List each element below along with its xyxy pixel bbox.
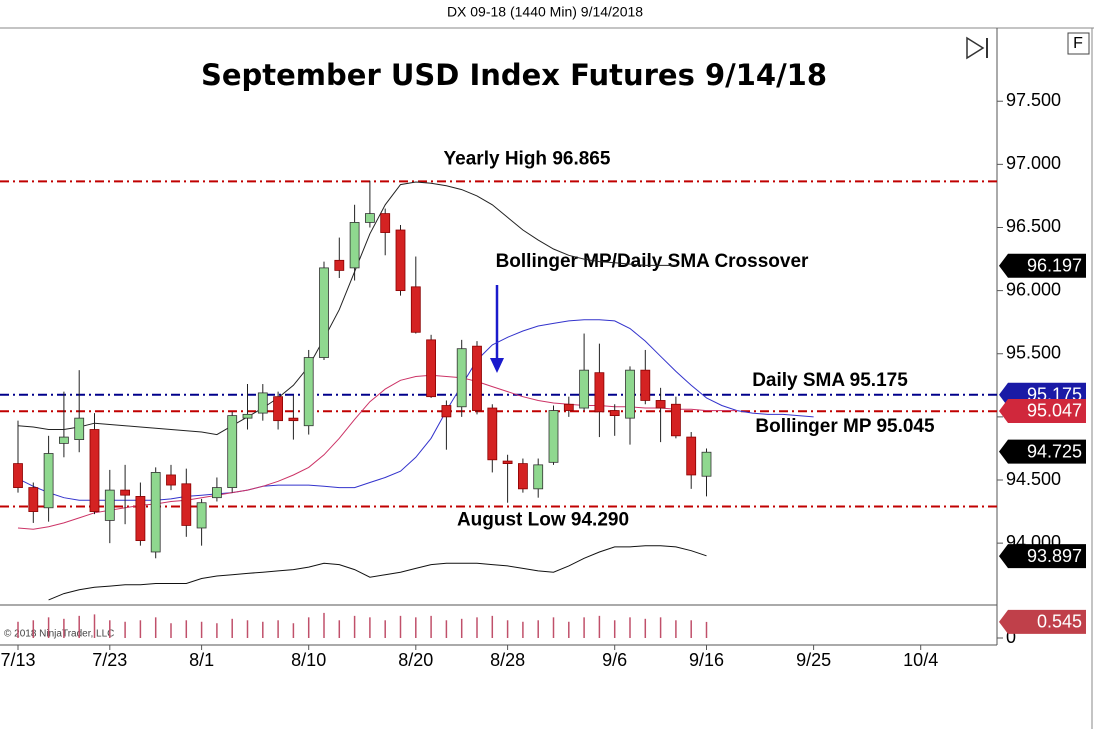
- candle-body: [655, 400, 666, 409]
- candle-body: [487, 407, 498, 461]
- candle-body: [426, 339, 437, 398]
- annotation-arrow: [490, 285, 504, 373]
- candle-body: [13, 463, 23, 488]
- candle-body: [441, 405, 452, 418]
- candle-body: [364, 213, 375, 223]
- reference-label: Daily SMA 95.175: [752, 370, 908, 391]
- candle-body: [502, 460, 513, 464]
- price-flag: [999, 609, 1086, 634]
- candle-body: [472, 345, 482, 411]
- candle-body: [196, 502, 207, 529]
- candle-body: [456, 348, 467, 408]
- candle-body: [303, 357, 314, 427]
- x-tick-label: 7/13: [0, 650, 35, 670]
- f-button-label[interactable]: F: [1073, 35, 1083, 52]
- candle-body: [334, 259, 345, 271]
- candle-body: [288, 417, 299, 422]
- x-tick-label: 8/1: [189, 650, 214, 670]
- candle-body: [518, 463, 528, 490]
- candle-body: [257, 392, 268, 414]
- indicator-line: [17, 181, 676, 436]
- candle-body: [563, 403, 574, 411]
- candle-body: [74, 417, 85, 441]
- header: DX 09-18 (1440 Min) 9/14/2018: [447, 4, 643, 20]
- candle-body: [120, 489, 130, 496]
- candle-body: [395, 229, 406, 292]
- candle-body: [43, 453, 54, 509]
- candle-body: [59, 436, 69, 444]
- price-flag: [999, 253, 1086, 278]
- y-tick-label: 96.500: [1006, 216, 1061, 236]
- candle-body: [135, 496, 146, 542]
- candle-body: [349, 222, 360, 269]
- candle-body: [609, 410, 620, 417]
- price-flag: [999, 544, 1086, 569]
- x-tick-label: 9/6: [602, 650, 627, 670]
- candle-body: [671, 403, 681, 437]
- x-tick-label: 7/23: [92, 650, 127, 670]
- x-tick-label: 9/25: [796, 650, 831, 670]
- indicator-line: [17, 319, 814, 501]
- candle-body: [28, 487, 39, 512]
- x-tick-label: 10/4: [903, 650, 938, 670]
- candle-body: [533, 464, 544, 490]
- price-flag-label: 0.545: [1037, 612, 1082, 632]
- candle-body: [242, 413, 253, 419]
- candle-body: [625, 369, 635, 419]
- candle-body: [181, 483, 192, 526]
- plot: [0, 180, 997, 638]
- candle-body: [594, 372, 605, 413]
- f-button[interactable]: [1067, 32, 1090, 55]
- reference-label: Yearly High 96.865: [444, 148, 611, 169]
- play-icon[interactable]: [966, 36, 988, 60]
- candle-body: [104, 489, 115, 521]
- y-tick-label: 94.500: [1006, 469, 1061, 489]
- x-tick-label: 8/10: [291, 650, 326, 670]
- y-tick-label: 95.500: [1006, 342, 1061, 362]
- price-flag-label: 94.725: [1027, 441, 1082, 461]
- candle-body: [319, 267, 329, 358]
- y-tick-label: 0: [1006, 627, 1016, 647]
- annotation: Bollinger MP/Daily SMA Crossover: [496, 251, 809, 272]
- reference-label: August Low 94.290: [457, 510, 629, 531]
- candle-body: [548, 410, 559, 463]
- candle-body: [273, 396, 284, 422]
- candle-body: [227, 415, 238, 488]
- copyright: © 2018 NinjaTrader, LLC: [4, 629, 114, 640]
- price-flag: [999, 398, 1086, 423]
- price-flag-label: 93.897: [1027, 546, 1082, 566]
- x-tick-label: 9/16: [689, 650, 724, 670]
- candle-body: [579, 369, 589, 409]
- price-flag-label: 96.197: [1027, 255, 1082, 275]
- x-tick-label: 8/28: [490, 650, 525, 670]
- candle-body: [701, 451, 712, 477]
- candle-body: [166, 474, 176, 486]
- x-tick-label: 8/20: [398, 650, 433, 670]
- candle-body: [380, 213, 391, 233]
- price-flag: [999, 439, 1086, 464]
- y-tick-label: 96.000: [1006, 279, 1061, 299]
- candle-body: [640, 369, 651, 401]
- candle-body: [211, 487, 222, 499]
- reference-label: Bollinger MP 95.045: [755, 416, 935, 437]
- candle-body: [89, 429, 100, 512]
- price-flag-label: 95.047: [1027, 401, 1082, 421]
- y-tick-label: 97.500: [1006, 90, 1061, 110]
- candle-body: [410, 286, 421, 333]
- chart-title: September USD Index Futures 9/14/18: [201, 58, 827, 92]
- candle-body: [686, 436, 697, 476]
- indicator-line: [48, 545, 707, 601]
- candle-body: [150, 472, 161, 553]
- y-tick-label: 97.000: [1006, 153, 1061, 173]
